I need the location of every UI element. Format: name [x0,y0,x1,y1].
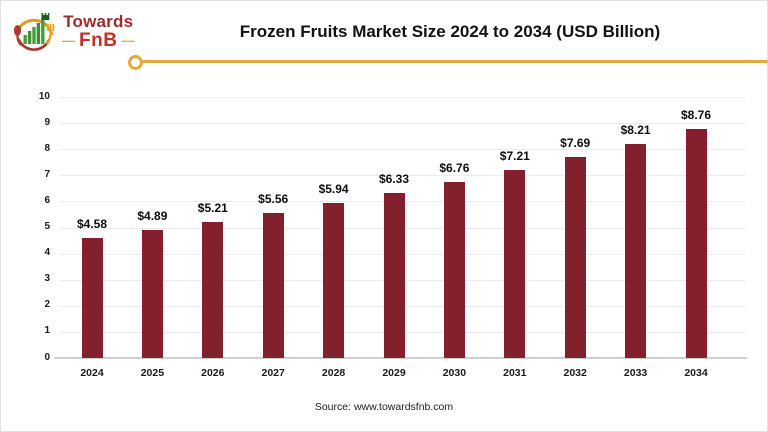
y-tick-label: 0 [44,351,50,363]
chart-title: Frozen Fruits Market Size 2024 to 2034 (… [239,22,661,41]
bar-2031 [504,169,526,358]
bar-2030 [443,181,465,358]
bar-value-label: $6.76 [439,160,470,175]
bar-2024 [81,238,103,358]
x-tick-label: 2024 [80,367,104,379]
x-axis-line [54,357,747,359]
gridline [60,149,745,151]
divider-ring-icon [128,55,143,70]
gridline [60,175,745,177]
bar-value-label: $5.21 [197,201,228,216]
x-tick-label: 2029 [382,367,406,379]
bar-2033 [625,143,647,358]
brand-name-towards: Towards [63,12,134,32]
towardsfnb-logo-icon [13,13,55,51]
y-tick-label: 3 [44,273,50,285]
y-tick-label: 10 [38,90,50,102]
bar-value-label: $4.58 [76,217,108,232]
bar-value-label: $8.21 [620,122,651,137]
x-tick-label: 2028 [321,367,346,379]
y-tick-label: 2 [44,299,50,311]
bar-value-label: $5.56 [258,191,289,206]
y-tick-label: 1 [44,325,50,337]
y-tick-label: 8 [44,142,50,154]
brand-dash-right: — [121,33,135,49]
source-attribution: Source: www.towardsfnb.com [314,401,454,413]
bar-2027 [262,212,284,358]
brand-wordmark: Towards — FnB — [62,13,134,51]
bar-2025 [141,230,163,358]
brand-name-fnb: FnB [79,29,118,51]
x-tick-label: 2031 [503,367,527,379]
bar-2028 [323,202,345,358]
bar-value-label: $4.89 [137,209,168,224]
gridline [60,123,745,125]
bar-2029 [383,192,405,358]
bar-value-label: $7.69 [560,136,591,151]
x-tick-label: 2026 [201,367,225,379]
bar-2026 [202,222,224,358]
x-tick-label: 2033 [623,367,648,379]
divider-line [142,60,768,63]
x-tick-label: 2025 [140,367,165,379]
bar-2034 [685,129,707,358]
gridline [60,97,745,98]
bar-value-label: $5.94 [318,181,349,196]
x-tick-label: 2030 [442,367,467,379]
y-tick-label: 5 [44,221,50,232]
x-tick-label: 2032 [563,367,587,379]
x-tick-label: 2027 [261,367,285,379]
towardsfnb-logo: Towards — FnB — [10,7,134,55]
bar-value-label: $7.21 [499,148,530,163]
bar-value-label: $8.76 [680,108,712,123]
x-tick-label: 2034 [684,367,708,379]
bar-value-label: $6.33 [378,171,410,186]
bar-2032 [564,157,586,358]
y-tick-label: 4 [44,247,50,259]
y-tick-label: 6 [44,194,50,206]
y-tick-label: 7 [44,168,50,180]
brand-dash-left: — [62,33,75,49]
y-tick-label: 9 [44,116,50,128]
